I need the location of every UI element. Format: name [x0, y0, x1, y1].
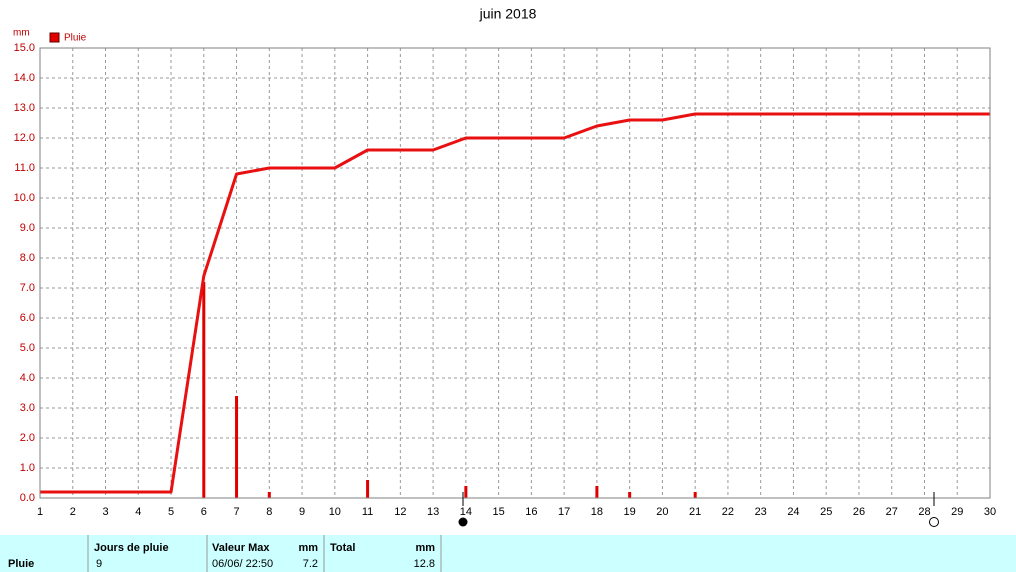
x-tick-label: 9: [299, 506, 305, 518]
bar: [235, 396, 239, 498]
column-title: Jours de pluie: [94, 542, 169, 554]
chart-title: juin 2018: [479, 6, 537, 22]
y-tick-label: 0.0: [20, 492, 35, 504]
y-tick-label: 6.0: [20, 312, 35, 324]
x-tick-label: 24: [787, 506, 799, 518]
x-tick-label: 22: [722, 506, 734, 518]
cumulative-line: [40, 112, 990, 494]
new-moon-icon: [929, 517, 939, 527]
x-tick-label: 6: [201, 506, 207, 518]
column-title: Valeur Max: [212, 542, 270, 554]
y-tick-label: 4.0: [20, 372, 35, 384]
x-tick-label: 8: [266, 506, 272, 518]
x-tick-label: 29: [951, 506, 963, 518]
legend-swatch: [49, 32, 60, 43]
bar: [366, 480, 370, 498]
cell: 7.2: [303, 558, 318, 570]
x-tick-label: 7: [233, 506, 239, 518]
x-tick-label: 26: [853, 506, 865, 518]
column-title: Total: [330, 542, 355, 554]
x-tick-label: 12: [394, 506, 406, 518]
x-tick-label: 27: [886, 506, 898, 518]
full-moon-icon: [458, 517, 468, 527]
x-tick-label: 4: [135, 506, 141, 518]
y-tick-label: 15.0: [14, 42, 35, 54]
x-tick-label: 10: [329, 506, 341, 518]
x-tick-label: 5: [168, 506, 174, 518]
cell: 12.8: [414, 558, 435, 570]
plot-frame: [39, 47, 991, 499]
y-tick-label: 8.0: [20, 252, 35, 264]
summary-table: [0, 535, 1016, 572]
y-tick-label: 2.0: [20, 432, 35, 444]
bar: [202, 282, 206, 498]
bar: [595, 486, 599, 498]
x-tick-label: 15: [492, 506, 504, 518]
x-tick-label: 28: [918, 506, 930, 518]
x-tick-label: 19: [624, 506, 636, 518]
x-tick-label: 18: [591, 506, 603, 518]
y-unit: mm: [13, 28, 30, 39]
y-tick-label: 5.0: [20, 342, 35, 354]
x-tick-label: 21: [689, 506, 701, 518]
x-tick-label: 13: [427, 506, 439, 518]
y-tick-label: 9.0: [20, 222, 35, 234]
y-tick-label: 1.0: [20, 462, 35, 474]
y-tick-label: 10.0: [14, 192, 35, 204]
x-tick-label: 11: [362, 506, 373, 518]
x-tick-label: 30: [984, 506, 996, 518]
column-unit: mm: [415, 542, 435, 554]
bar: [693, 492, 697, 498]
x-tick-label: 14: [460, 506, 472, 518]
row-label: Pluie: [8, 558, 34, 570]
legend-label: Pluie: [64, 33, 87, 44]
x-tick-label: 20: [656, 506, 668, 518]
x-tick-label: 1: [37, 506, 43, 518]
x-tick-label: 16: [525, 506, 537, 518]
bar: [267, 492, 271, 498]
y-tick-label: 7.0: [20, 282, 35, 294]
x-tick-label: 25: [820, 506, 832, 518]
column-unit: mm: [298, 542, 318, 554]
cell: 06/06/ 22:50: [212, 558, 273, 570]
x-tick-label: 23: [755, 506, 767, 518]
y-tick-label: 12.0: [14, 132, 35, 144]
x-tick-label: 3: [102, 506, 108, 518]
cell: 9: [96, 558, 102, 570]
y-tick-label: 13.0: [14, 102, 35, 114]
y-tick-label: 3.0: [20, 402, 35, 414]
bar: [628, 492, 632, 498]
y-tick-label: 14.0: [14, 72, 35, 84]
x-tick-label: 2: [70, 506, 76, 518]
bar: [464, 486, 468, 498]
x-tick-label: 17: [558, 506, 570, 518]
y-tick-label: 11.0: [14, 162, 35, 174]
plot: 0.01.02.03.04.05.06.07.08.09.010.011.012…: [14, 42, 997, 518]
